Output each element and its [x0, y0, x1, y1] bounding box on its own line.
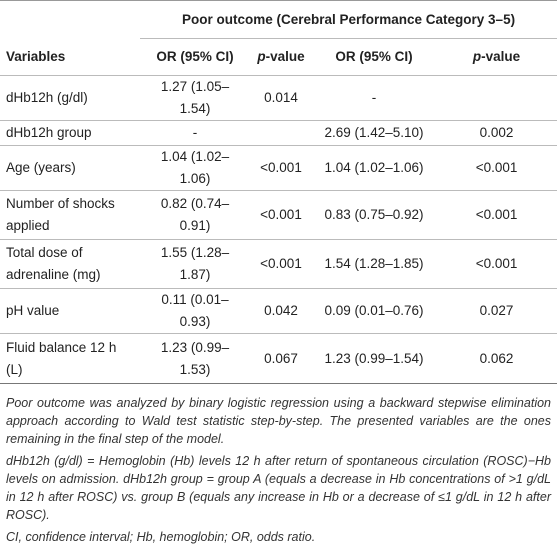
footnote: Poor outcome was analyzed by binary logi… [6, 396, 551, 446]
table-body: dHb12h (g/dl) 1.27 (1.05–1.54) 0.014- dHb12… [0, 75, 557, 384]
footnote: dHb12h (g/dl) = Hemoglobin (Hb) levels 1… [6, 454, 551, 522]
cell: 0.83 (0.75–0.92) [312, 190, 436, 240]
cell: 2.69 (1.42–5.10) [312, 120, 436, 146]
table-row: dHb12h (g/dl) 1.27 (1.05–1.54) 0.014- [0, 75, 557, 121]
row-label: Total dose of adrenaline (mg) [0, 239, 140, 289]
row-label: dHb12h group [0, 120, 140, 146]
data-table: Poor outcome (Cerebral Performance Categ… [0, 0, 557, 384]
cell: 0.067 [250, 333, 312, 384]
row-label: dHb12h (g/dl) [0, 75, 140, 121]
cell: <0.001 [436, 239, 557, 289]
cell: 0.09 (0.01–0.76) [312, 288, 436, 334]
group-header-row: Poor outcome (Cerebral Performance Categ… [0, 0, 557, 39]
cell: - [312, 75, 436, 121]
cell: 1.23 (0.99–1.54) [312, 333, 436, 384]
cell: 1.54 (1.28–1.85) [312, 239, 436, 289]
cell: 0.027 [436, 288, 557, 334]
cell: 1.55 (1.28–1.87) [140, 239, 250, 289]
table-row: Fluid balance 12 h (L) 1.23 (0.99–1.53) 0.… [0, 333, 557, 384]
column-header: OR (95% CI) [156, 49, 234, 64]
row-label: Fluid balance 12 h (L) [0, 333, 140, 384]
table-row: dHb12h group - 2.69 (1.42–5.10) 0.002 [0, 120, 557, 146]
empty-cell [0, 0, 140, 39]
table-row: pH value 0.11 (0.01–0.93) 0.042 0.09 (0.01–… [0, 288, 557, 334]
column-header: OR (95% CI) [335, 49, 413, 64]
cell: 0.042 [250, 288, 312, 334]
cell: 1.04 (1.02–1.06) [140, 145, 250, 191]
cell: <0.001 [436, 190, 557, 240]
column-header: Variables [6, 48, 66, 64]
cell: 0.062 [436, 333, 557, 384]
cell: 1.04 (1.02–1.06) [312, 145, 436, 191]
cell: 1.27 (1.05–1.54) [140, 75, 250, 121]
group-header: Poor outcome (Cerebral Performance Categ… [140, 0, 557, 39]
cell [436, 75, 557, 121]
row-label: pH value [0, 288, 140, 334]
footnote: CI, confidence interval; Hb, hemoglobin;… [6, 530, 316, 544]
cell: <0.001 [250, 190, 312, 240]
row-label: Number of shocks applied [0, 190, 140, 240]
row-label: Age (years) [0, 145, 140, 191]
cell: - [140, 120, 250, 146]
table-row: Number of shocks applied 0.82 (0.74–0.91)… [0, 190, 557, 240]
column-header: p-value [257, 49, 305, 64]
cell: 0.002 [436, 120, 557, 146]
column-header-row: Variables OR (95% CI) p-value OR (95% CI) p-… [0, 39, 557, 76]
cell: <0.001 [250, 239, 312, 289]
cell: 0.11 (0.01–0.93) [140, 288, 250, 334]
cell: <0.001 [250, 145, 312, 191]
cell: <0.001 [436, 145, 557, 191]
cell: 0.82 (0.74–0.91) [140, 190, 250, 240]
cell: 1.23 (0.99–1.53) [140, 333, 250, 384]
table-row: Age (years) 1.04 (1.02–1.06) <0.001 1.04 (1… [0, 145, 557, 191]
table-row: Total dose of adrenaline (mg) 1.55 (1.28–… [0, 239, 557, 289]
cell [250, 120, 312, 146]
footnotes: Poor outcome was analyzed by binary logi… [0, 384, 557, 546]
cell: 0.014 [250, 75, 312, 121]
column-header: p-value [472, 49, 521, 64]
